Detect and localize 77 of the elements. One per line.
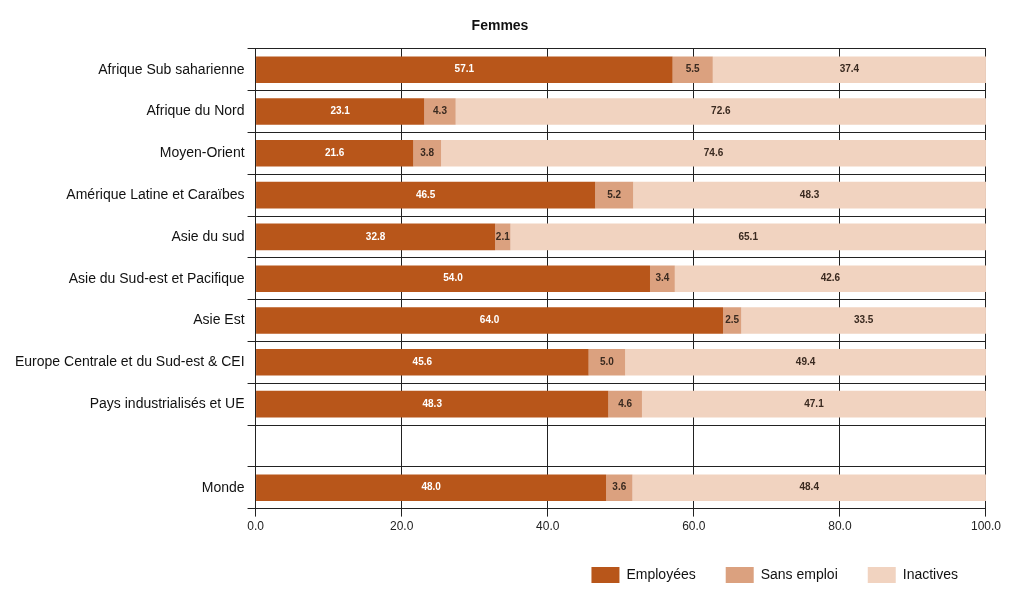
data-label: 48.3 bbox=[799, 188, 820, 200]
y-tick-label: Moyen-Orient bbox=[159, 144, 245, 161]
legend-label: Employées bbox=[626, 565, 696, 582]
data-label: 46.5 bbox=[415, 188, 436, 200]
data-label: 4.6 bbox=[618, 397, 633, 409]
y-tick-label: Asie du Sud-est et Pacifique bbox=[68, 269, 245, 286]
bar bbox=[625, 348, 986, 376]
bar bbox=[256, 474, 607, 502]
bar bbox=[256, 348, 589, 376]
y-tick-label: Asie Est bbox=[193, 311, 245, 328]
data-label: 64.0 bbox=[479, 314, 500, 326]
x-tick-label: 80.0 bbox=[828, 519, 852, 534]
bar bbox=[256, 390, 609, 418]
data-label: 3.8 bbox=[420, 147, 435, 159]
bar bbox=[632, 474, 986, 502]
data-label: 37.4 bbox=[839, 63, 860, 75]
bar bbox=[256, 139, 414, 167]
bar bbox=[595, 181, 634, 209]
legend-label: Sans emploi bbox=[760, 565, 838, 582]
data-label: 48.0 bbox=[421, 481, 442, 493]
bar bbox=[588, 348, 626, 376]
data-label: 33.5 bbox=[853, 314, 874, 326]
legend-label: Inactives bbox=[902, 565, 958, 582]
x-tick-label: 0.0 bbox=[247, 519, 265, 534]
data-label: 5.2 bbox=[607, 188, 622, 200]
data-label: 3.4 bbox=[655, 272, 670, 284]
data-label: 54.0 bbox=[443, 272, 464, 284]
y-tick-label: Afrique Sub saharienne bbox=[98, 60, 245, 77]
y-tick-label: Asie du sud bbox=[171, 227, 245, 244]
bar bbox=[256, 265, 650, 293]
data-label: 32.8 bbox=[365, 230, 386, 242]
bar bbox=[712, 56, 986, 84]
bar bbox=[633, 181, 986, 209]
data-label: 45.6 bbox=[412, 356, 433, 368]
data-label: 4.3 bbox=[433, 105, 448, 117]
chart-title: Femmes bbox=[471, 17, 529, 34]
x-tick-label: 20.0 bbox=[389, 519, 414, 534]
bar bbox=[650, 265, 675, 293]
data-label: 49.4 bbox=[795, 356, 816, 368]
bar bbox=[741, 307, 986, 334]
bar bbox=[256, 56, 673, 84]
y-tick-label: Afrique du Nord bbox=[146, 102, 245, 119]
bar bbox=[455, 98, 986, 125]
data-label: 72.6 bbox=[711, 105, 732, 117]
data-label: 65.1 bbox=[738, 230, 759, 242]
bar bbox=[256, 307, 724, 334]
x-tick-label: 100.0 bbox=[970, 519, 1002, 534]
data-label: 42.6 bbox=[820, 272, 841, 284]
y-tick-label: Pays industrialisés et UE bbox=[89, 394, 245, 411]
data-label: 47.1 bbox=[804, 397, 825, 409]
bar bbox=[641, 390, 986, 418]
data-label: 74.6 bbox=[703, 147, 724, 159]
x-tick-label: 40.0 bbox=[536, 519, 560, 534]
data-label: 5.0 bbox=[599, 356, 615, 368]
bar bbox=[256, 98, 425, 125]
y-tick-label: Monde bbox=[201, 478, 245, 495]
data-label: 23.1 bbox=[330, 105, 351, 117]
data-label: 21.6 bbox=[324, 147, 345, 159]
data-label: 48.4 bbox=[799, 481, 820, 493]
bar bbox=[510, 223, 986, 251]
bar bbox=[674, 265, 986, 293]
bar bbox=[256, 223, 496, 251]
data-label: 2.1 bbox=[495, 230, 511, 242]
data-label: 48.3 bbox=[422, 397, 443, 409]
data-label: 5.5 bbox=[685, 63, 701, 75]
y-tick-label: Europe Centrale et du Sud-est & CEI bbox=[14, 353, 245, 370]
y-tick-label: Amérique Latine et Caraïbes bbox=[66, 185, 245, 202]
data-label: 57.1 bbox=[454, 63, 475, 75]
bar bbox=[441, 139, 986, 167]
bar bbox=[672, 56, 713, 84]
data-label: 3.6 bbox=[612, 481, 627, 493]
bar bbox=[424, 98, 456, 125]
data-label: 2.5 bbox=[725, 314, 740, 326]
bar bbox=[413, 139, 442, 167]
bar bbox=[608, 390, 642, 418]
bar bbox=[256, 181, 596, 209]
x-tick-label: 60.0 bbox=[682, 519, 706, 534]
